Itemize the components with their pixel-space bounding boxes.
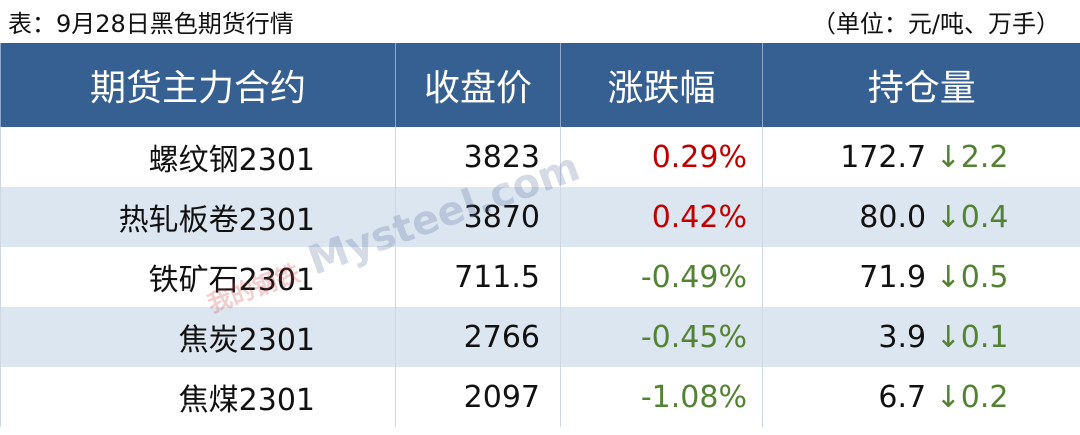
open-interest-value: 6.7 (878, 379, 927, 415)
header-row: 期货主力合约 收盘价 涨跌幅 持仓量 (0, 43, 1080, 127)
contract-cell: 螺纹钢2301 (0, 127, 396, 187)
table-row: 焦炭2301 2766 -0.45% 3.9 ↓0.1 (0, 307, 1080, 367)
close-price-cell: 2097 (395, 367, 561, 427)
open-interest-cell: 172.7 ↓2.2 (762, 127, 1080, 187)
close-price-cell: 2766 (395, 307, 561, 367)
header-change: 涨跌幅 (560, 43, 763, 127)
change-cell: -1.08% (560, 367, 763, 427)
header-contract: 期货主力合约 (0, 43, 396, 127)
open-interest-value: 71.9 (859, 259, 927, 295)
open-interest-value: 80.0 (859, 199, 927, 235)
open-interest-cell: 80.0 ↓0.4 (762, 187, 1080, 247)
table-row: 热轧板卷2301 3870 0.42% 80.0 ↓0.4 (0, 187, 1080, 247)
contract-cell: 焦煤2301 (0, 367, 396, 427)
open-interest-change: 0.2 (960, 379, 1009, 415)
open-interest-value: 3.9 (878, 319, 927, 355)
table-title: 表：9月28日黑色期货行情 (8, 10, 294, 38)
header-close: 收盘价 (395, 43, 561, 127)
change-cell: -0.45% (560, 307, 763, 367)
arrow-down-icon: ↓ (935, 139, 961, 175)
arrow-down-icon: ↓ (935, 379, 961, 415)
open-interest-cell: 71.9 ↓0.5 (762, 247, 1080, 307)
contract-cell: 热轧板卷2301 (0, 187, 396, 247)
table-row: 铁矿石2301 711.5 -0.49% 71.9 ↓0.5 (0, 247, 1080, 307)
open-interest-cell: 6.7 ↓0.2 (762, 367, 1080, 427)
change-cell: 0.29% (560, 127, 763, 187)
arrow-down-icon: ↓ (935, 199, 961, 235)
change-cell: -0.49% (560, 247, 763, 307)
close-price-cell: 3823 (395, 127, 561, 187)
table-row: 焦煤2301 2097 -1.08% 6.7 ↓0.2 (0, 367, 1080, 427)
futures-table: 期货主力合约 收盘价 涨跌幅 持仓量 螺纹钢2301 3823 0.29% 17… (0, 43, 1080, 427)
open-interest-change: 2.2 (960, 139, 1009, 175)
close-price-cell: 711.5 (395, 247, 561, 307)
table-row: 螺纹钢2301 3823 0.29% 172.7 ↓2.2 (0, 127, 1080, 187)
open-interest-change: 0.1 (960, 319, 1009, 355)
contract-cell: 铁矿石2301 (0, 247, 396, 307)
header-open-interest: 持仓量 (762, 43, 1080, 127)
arrow-down-icon: ↓ (935, 259, 961, 295)
close-price-cell: 3870 (395, 187, 561, 247)
change-cell: 0.42% (560, 187, 763, 247)
open-interest-change: 0.4 (960, 199, 1009, 235)
open-interest-cell: 3.9 ↓0.1 (762, 307, 1080, 367)
unit-label: （单位：元/吨、万手） (811, 10, 1060, 38)
arrow-down-icon: ↓ (935, 319, 961, 355)
open-interest-value: 172.7 (840, 139, 927, 175)
contract-cell: 焦炭2301 (0, 307, 396, 367)
open-interest-change: 0.5 (960, 259, 1009, 295)
